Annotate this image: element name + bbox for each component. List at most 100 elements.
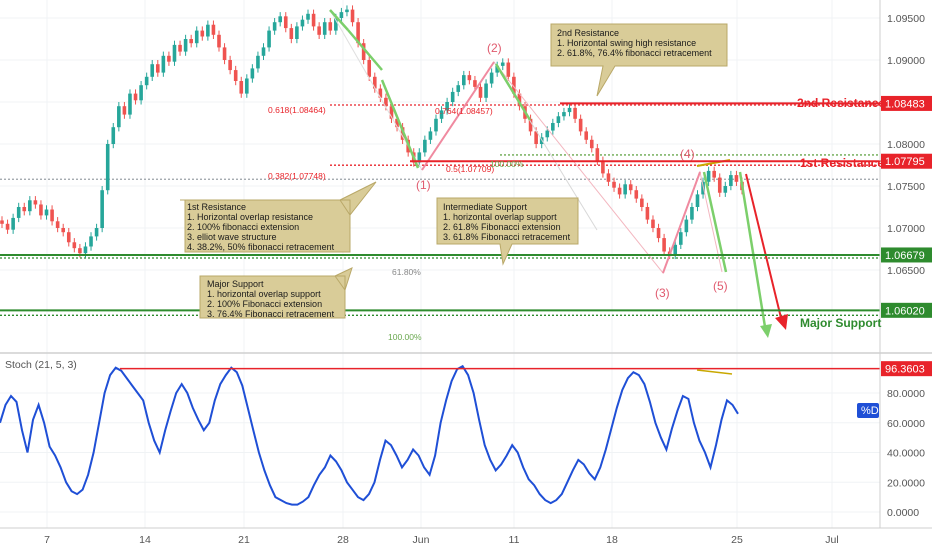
candle-body [172, 44, 177, 62]
candle-body [489, 72, 494, 84]
candle-body [651, 219, 655, 228]
candle-body [200, 30, 205, 37]
candle-body [267, 30, 271, 48]
candle-body [684, 219, 689, 233]
candle-body [601, 160, 605, 174]
divergence-line-stoch [696, 369, 733, 375]
note-line: 4. 38.2%, 50% fibonacci retracement [187, 242, 335, 252]
price-axis[interactable]: 1.095001.090001.085001.080001.075001.070… [887, 13, 925, 277]
candle-body [11, 217, 15, 230]
wave-label-5: (5) [713, 279, 728, 293]
price-tick-label: 1.09500 [887, 13, 925, 25]
note-title: 2nd Resistance [557, 28, 619, 38]
candle-body [434, 118, 438, 132]
price-tag-text: 1.06679 [885, 250, 925, 262]
price-tag-box [881, 247, 932, 263]
date-tick-label: 28 [337, 534, 349, 546]
candle-body [467, 75, 472, 81]
price-tag-major-support[interactable]: 1.06020 [881, 302, 932, 318]
candle-body [428, 131, 433, 140]
candle-body [389, 106, 394, 119]
candle-body [495, 65, 499, 73]
candle-body [528, 118, 533, 132]
green-projection-arrow-1 [329, 9, 349, 31]
candle-body [122, 106, 127, 115]
stoch-level-tag[interactable]: 96.3603 [881, 361, 932, 377]
time-axis[interactable]: 7 14 21 28 Jun 11 18 25 Jul [44, 534, 839, 546]
candle-body [278, 16, 282, 23]
candle-body [300, 19, 305, 27]
candle-body [161, 55, 166, 73]
date-tick-label: 25 [731, 534, 743, 546]
candle-body [729, 175, 733, 186]
price-tag-second-resistance[interactable]: 1.08483 [881, 95, 932, 111]
candle-body [295, 26, 299, 39]
candle-body [473, 80, 477, 87]
candle-body [556, 116, 561, 123]
stoch-axis[interactable]: 80.0000 60.0000 40.0000 20.0000 0.0000 [887, 388, 925, 519]
annotation-major-support[interactable]: Major Support 1. horizontal overlap supp… [199, 267, 353, 319]
candle-body [211, 24, 216, 35]
candle-body [506, 62, 511, 77]
candle-body [328, 22, 333, 31]
candle-body [317, 26, 321, 35]
note-title: 1st Resistance [187, 202, 246, 212]
candle-body [673, 244, 678, 255]
candle-body [462, 75, 466, 86]
candle-body [439, 110, 444, 119]
red-arrow-head [775, 314, 788, 330]
note-line: 2. 100% fibonacci extension [187, 222, 299, 232]
candle-body [723, 186, 728, 193]
candle-body [589, 139, 594, 149]
stoch-percent-d-badge[interactable]: %D [857, 403, 879, 418]
note-line: 2. 61.8%, 76.4% fibonacci retracement [557, 48, 712, 58]
candle-body [334, 18, 338, 31]
candle-body [306, 13, 310, 20]
price-tick-label: 1.09000 [887, 55, 925, 67]
annotation-first-resistance[interactable]: 1st Resistance 1. Horizontal overlap res… [180, 181, 377, 253]
candles [0, 5, 744, 260]
price-tag-box [881, 361, 932, 377]
note-title: Intermediate Support [443, 202, 528, 212]
candle-body [545, 130, 550, 138]
candle-body [500, 62, 505, 66]
annotation-second-resistance[interactable]: 2nd Resistance 1. Horizontal swing high … [550, 23, 728, 97]
candle-body [144, 76, 149, 86]
candle-body [61, 228, 66, 233]
first-resistance-label: 1st Resistance [800, 156, 884, 170]
candle-body [233, 70, 238, 81]
date-tick-label: Jun [413, 534, 430, 546]
candle-body [111, 127, 116, 144]
levels [0, 102, 880, 312]
candle-body [194, 30, 199, 44]
candle-body [5, 223, 10, 230]
candle-body [55, 221, 60, 228]
candle-body [690, 207, 694, 220]
price-tag-first-resistance[interactable]: 1.07795 [881, 153, 932, 169]
candle-body [367, 60, 372, 77]
candle-body [417, 152, 422, 163]
fib-618-bottom-label: 61.80% [392, 267, 421, 277]
stoch-tick-label: 60.0000 [887, 418, 925, 430]
main-plot-area[interactable] [0, 0, 880, 352]
candle-body [584, 131, 589, 140]
fib-382-label: 0.382(1.07748) [268, 171, 326, 181]
candle-body [183, 39, 188, 52]
annotation-intermediate-support[interactable]: Intermediate Support 1. horizontal overl… [436, 197, 579, 266]
candle-body [450, 91, 455, 102]
price-tick-label: 1.07000 [887, 223, 925, 235]
price-tag-intermediate-support[interactable]: 1.06679 [881, 247, 932, 263]
candle-body [551, 123, 555, 131]
date-tick-label: Jul [825, 534, 838, 546]
stoch-plot-area[interactable] [0, 354, 880, 527]
callout-bubble [180, 181, 377, 253]
fib-50-label: 0.5(1.07709) [446, 164, 494, 174]
candle-body [478, 86, 483, 98]
candle-body [78, 248, 82, 254]
candle-body [139, 85, 143, 101]
candle-body [105, 144, 110, 191]
note-line: 2. 61.8% Fibonacci extension [443, 222, 561, 232]
candle-body [456, 85, 461, 92]
candle-body [272, 22, 277, 31]
